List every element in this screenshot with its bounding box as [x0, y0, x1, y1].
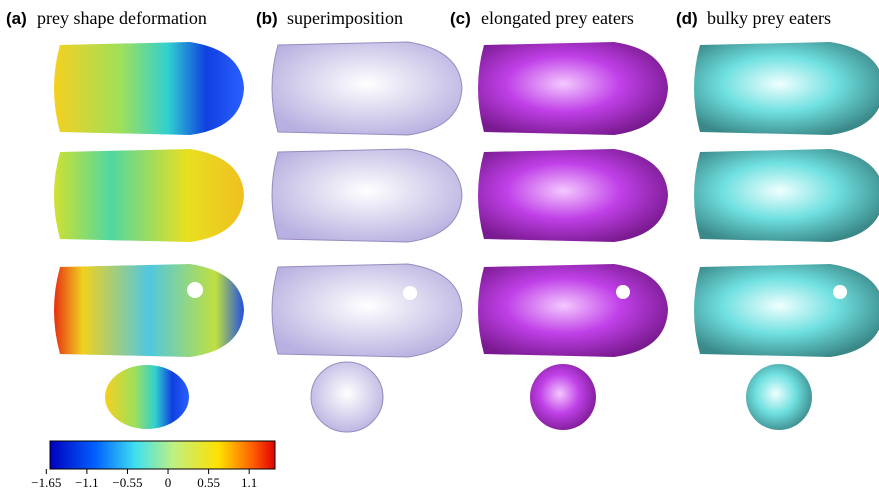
tick-label: −1.65: [31, 475, 61, 490]
colorbar: [50, 441, 275, 469]
panel-label: (b): [256, 9, 278, 28]
tick-label: −1.1: [75, 475, 99, 490]
panel-title: prey shape deformation: [37, 8, 207, 28]
tick-label: 0.55: [197, 475, 220, 490]
tick-label: 1.1: [241, 475, 257, 490]
heads: [54, 42, 879, 432]
panel-title: elongated prey eaters: [481, 8, 634, 28]
panel-title: superimposition: [287, 8, 403, 28]
tick-label: −0.55: [112, 475, 142, 490]
panel-title: bulky prey eaters: [707, 8, 831, 28]
panel-label: (c): [450, 9, 471, 28]
colorbar-ticks: −1.65 −1.1 −0.55 0 0.55 1.1: [31, 469, 257, 490]
panel-label: (d): [676, 9, 698, 28]
figure: (a) prey shape deformation (b) superimpo…: [0, 0, 879, 494]
panel-label: (a): [6, 9, 27, 28]
tick-label: 0: [165, 475, 172, 490]
